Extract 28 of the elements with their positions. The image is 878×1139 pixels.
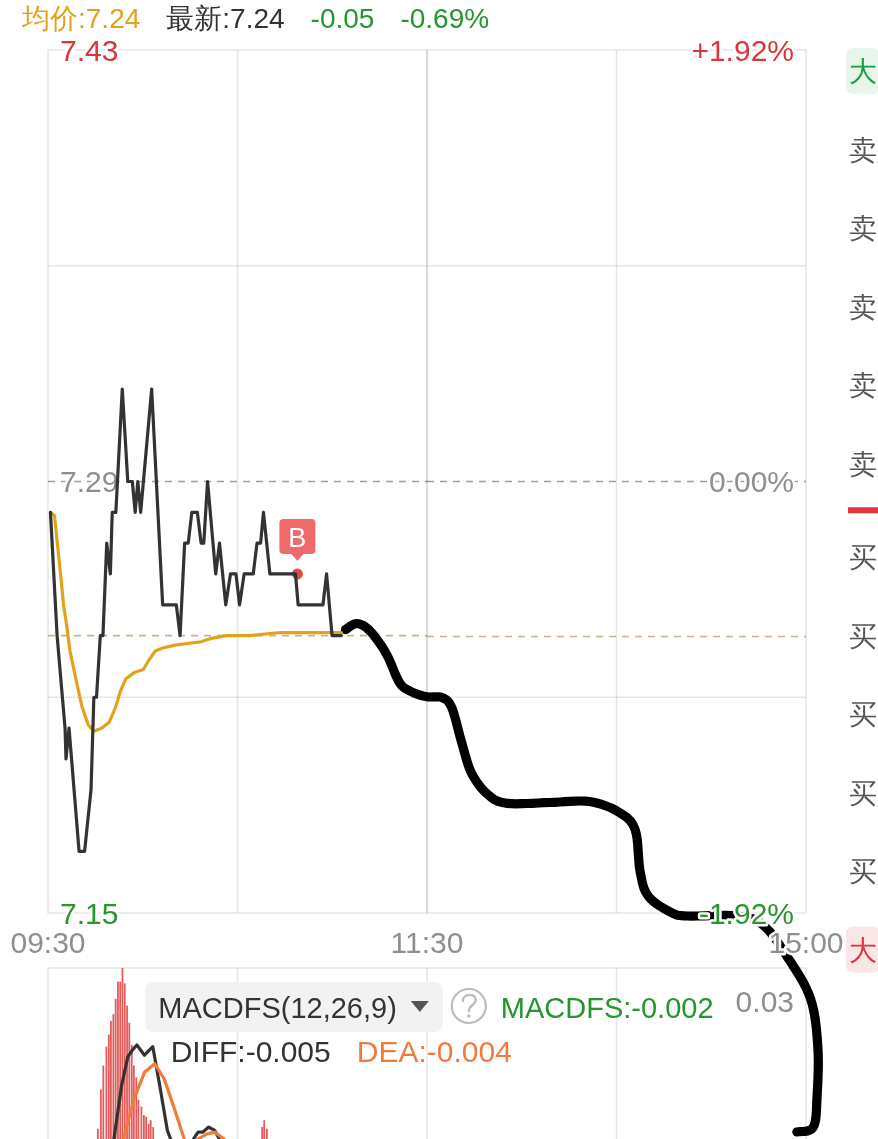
annotation: B — [288, 522, 307, 553]
line-series — [48, 387, 343, 853]
text: 卖 — [849, 370, 877, 401]
text: -0.69% — [400, 3, 490, 34]
y2-tick-label: 0.00% — [708, 465, 794, 498]
text: MACDFS(12,26,9) — [158, 992, 397, 1024]
text: 卖 — [849, 448, 877, 480]
text: -0.05 — [310, 3, 375, 34]
text: 最新:7.24 — [166, 3, 285, 34]
text: 买 — [849, 856, 877, 887]
text: 大 — [849, 934, 877, 966]
text: 买 — [849, 699, 877, 730]
text: 卖 — [849, 291, 877, 323]
text: 0.03 — [735, 985, 794, 1018]
text: 买 — [849, 620, 877, 652]
text: MACDFS:-0.002 — [500, 992, 714, 1024]
text: 卖 — [849, 134, 877, 166]
text: 大 — [849, 56, 877, 87]
series-label: DIFF:-0.005 — [170, 1035, 331, 1068]
text: DEA:-0.004 — [356, 1035, 512, 1068]
y-tick-label: 7.43 — [60, 33, 119, 67]
text: 均价:7.24 — [21, 3, 141, 34]
text: 卖 — [849, 213, 877, 244]
text: 买 — [849, 542, 877, 573]
x-tick-label: 11:30 — [390, 926, 464, 959]
y-tick-label: 7.29 — [60, 465, 119, 498]
text: 买 — [849, 777, 877, 809]
y2-tick-label: +1.92% — [691, 33, 794, 67]
